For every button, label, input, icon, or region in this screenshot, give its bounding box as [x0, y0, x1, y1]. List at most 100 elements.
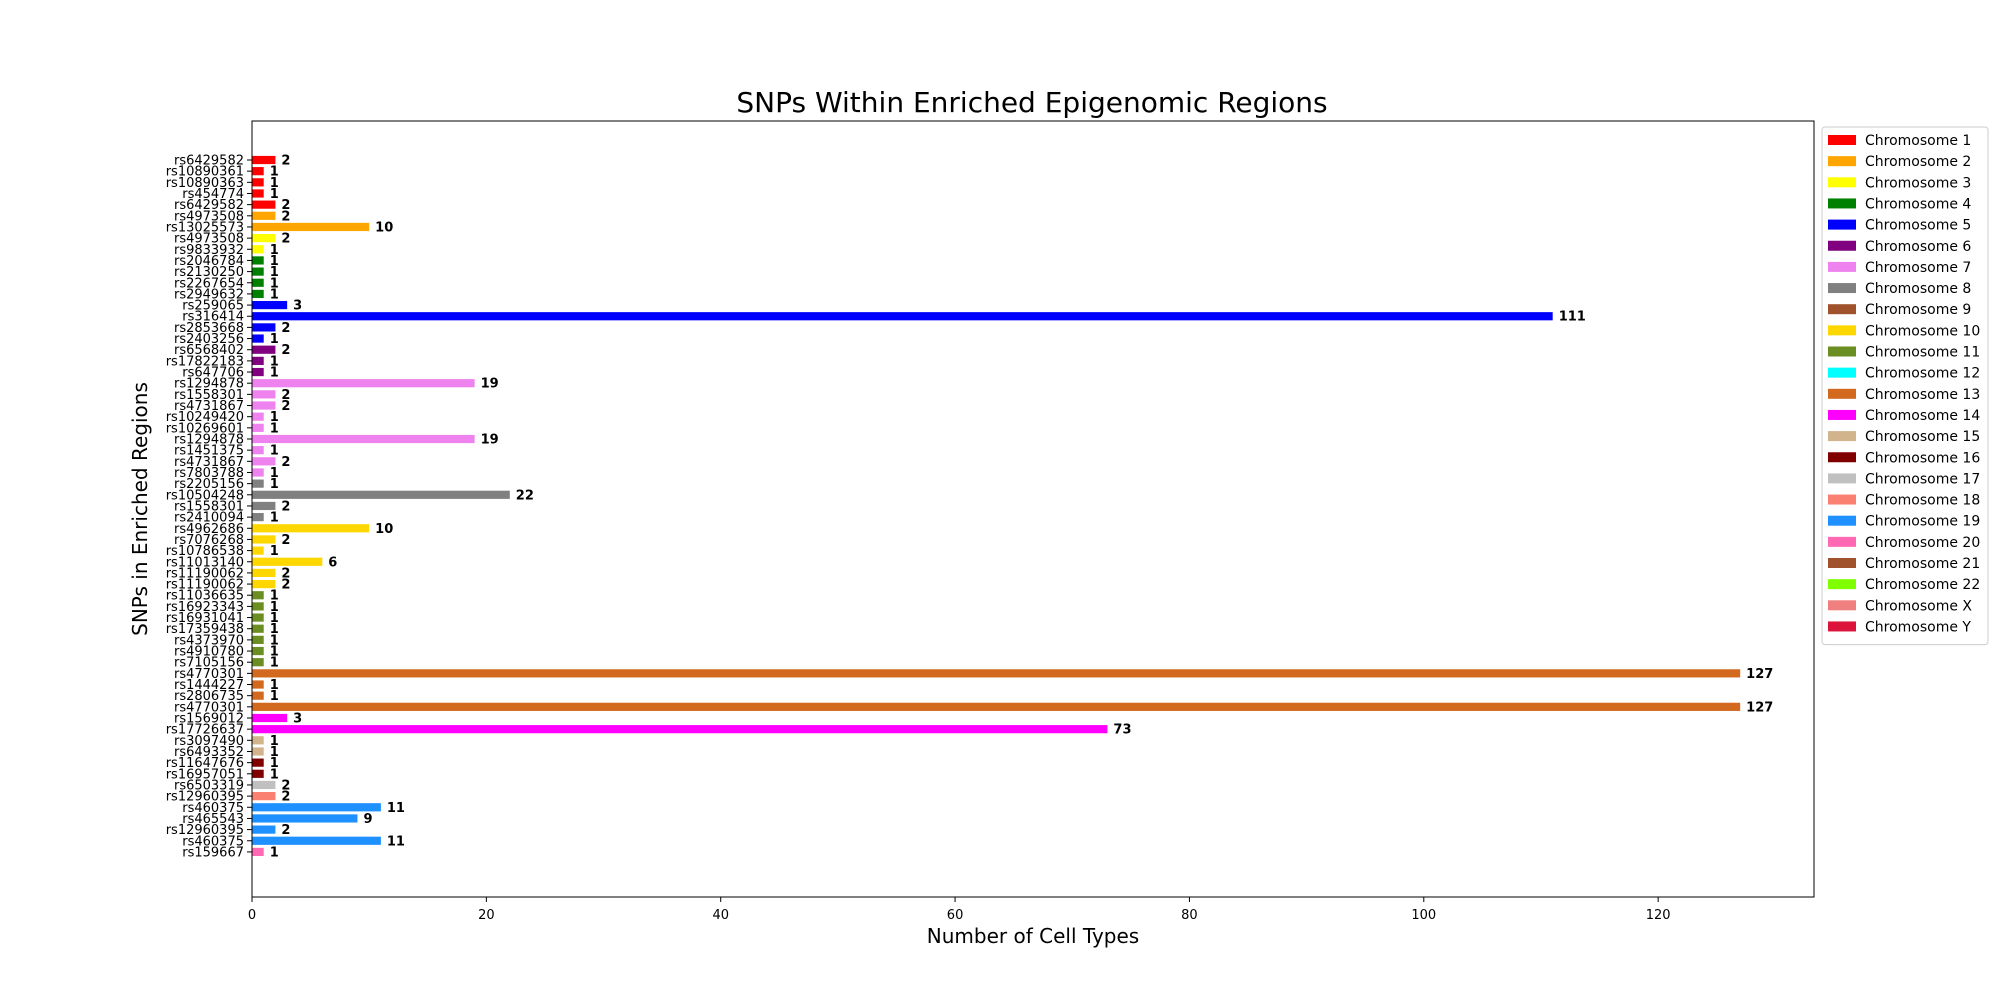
y-tick-label: rs4973508 — [174, 232, 244, 247]
data-label: 2 — [281, 209, 290, 224]
bar — [252, 602, 264, 611]
x-axis-label: Number of Cell Types — [927, 924, 1139, 948]
data-label: 19 — [481, 433, 499, 448]
bar — [252, 747, 264, 756]
bar — [252, 490, 510, 499]
data-label: 1 — [270, 176, 279, 191]
bar — [252, 334, 264, 343]
legend-entry: Chromosome 10 — [1865, 323, 1980, 339]
data-label: 111 — [1559, 310, 1586, 325]
y-tick-label: rs11036635 — [166, 589, 244, 604]
bar — [252, 222, 370, 232]
y-tick-label: rs2267654 — [174, 276, 244, 291]
y-tick-label: rs4962686 — [174, 522, 244, 537]
bar — [252, 758, 264, 767]
bar — [252, 524, 370, 533]
y-tick-label: rs460375 — [182, 834, 244, 849]
data-label: 22 — [516, 488, 534, 503]
y-tick-label: rs16957051 — [166, 767, 244, 782]
data-label: 2 — [281, 455, 290, 470]
y-tick-label: rs11013140 — [166, 555, 244, 570]
legend-swatch — [1828, 515, 1856, 526]
data-label: 1 — [270, 633, 279, 648]
bar — [252, 646, 264, 656]
legend-entry: Chromosome 22 — [1865, 577, 1980, 593]
legend-entry: Chromosome 8 — [1865, 281, 1971, 297]
y-tick-label: rs2410094 — [174, 511, 244, 526]
bar — [252, 412, 264, 421]
legend-entry: Chromosome 13 — [1865, 387, 1980, 403]
bar — [252, 825, 276, 834]
y-tick-label: rs10504248 — [166, 488, 244, 503]
data-label: 127 — [1746, 667, 1773, 682]
bar — [252, 312, 1553, 321]
y-tick-label: rs17822183 — [166, 354, 244, 369]
y-tick-label: rs10890361 — [166, 165, 244, 180]
data-label: 1 — [270, 444, 279, 459]
y-tick-label: rs10890363 — [166, 176, 244, 191]
bars-layer: 2111221021111131112121119221119121122211… — [252, 154, 1773, 860]
bar — [252, 568, 276, 578]
legend-swatch — [1828, 536, 1856, 547]
bar — [252, 167, 264, 176]
y-tick-label: rs13025573 — [166, 220, 244, 235]
bar — [252, 356, 264, 365]
bar — [252, 390, 276, 399]
bar — [252, 289, 264, 299]
bar — [252, 256, 264, 265]
data-label: 3 — [293, 299, 302, 314]
legend-swatch — [1828, 304, 1856, 315]
bar — [252, 200, 276, 209]
y-tick-label: rs454774 — [182, 187, 244, 202]
bar — [252, 178, 264, 187]
x-tick-label: 100 — [1411, 908, 1436, 923]
data-label: 1 — [270, 421, 279, 436]
bar — [252, 803, 381, 812]
legend-swatch — [1828, 579, 1856, 590]
bar — [252, 501, 276, 511]
legend-swatch — [1828, 156, 1856, 167]
data-label: 1 — [270, 243, 279, 258]
y-tick-label: rs159667 — [182, 845, 244, 860]
x-tick-label: 20 — [478, 908, 495, 923]
legend-entry: Chromosome 16 — [1865, 450, 1980, 466]
legend-swatch — [1828, 494, 1856, 505]
y-tick-label: rs6429582 — [174, 154, 244, 169]
data-label: 1 — [270, 354, 279, 369]
data-label: 10 — [375, 522, 393, 537]
y-tick-label: rs12960395 — [166, 823, 244, 838]
legend-entry: Chromosome 15 — [1865, 429, 1980, 445]
data-label: 2 — [281, 499, 290, 514]
y-tick-label: rs1558301 — [174, 388, 244, 403]
data-label: 1 — [270, 745, 279, 760]
y-tick-label: rs7803788 — [174, 466, 244, 481]
data-label: 1 — [270, 466, 279, 481]
legend-entry: Chromosome 17 — [1865, 471, 1980, 487]
bar — [252, 278, 264, 287]
data-label: 1 — [270, 410, 279, 425]
data-label: 1 — [270, 689, 279, 704]
y-tick-label: rs17359438 — [166, 622, 244, 637]
data-label: 2 — [281, 321, 290, 336]
bar — [252, 345, 276, 354]
data-label: 2 — [281, 232, 290, 247]
data-label: 1 — [270, 600, 279, 615]
bar — [252, 691, 264, 700]
bar — [252, 401, 276, 410]
y-tick-label: rs11190062 — [166, 578, 244, 593]
legend-swatch — [1828, 325, 1856, 336]
legend-swatch — [1828, 600, 1856, 611]
legend-entry: Chromosome 21 — [1865, 556, 1980, 572]
bar — [252, 557, 323, 566]
y-tick-label: rs2949632 — [174, 287, 244, 302]
bar — [252, 234, 276, 243]
data-label: 1 — [270, 511, 279, 526]
legend-swatch — [1828, 135, 1856, 145]
legend-swatch — [1828, 261, 1856, 272]
y-tick-label: rs6493352 — [174, 745, 244, 760]
data-label: 9 — [363, 812, 372, 827]
data-label: 1 — [270, 332, 279, 347]
data-label: 10 — [375, 220, 393, 235]
